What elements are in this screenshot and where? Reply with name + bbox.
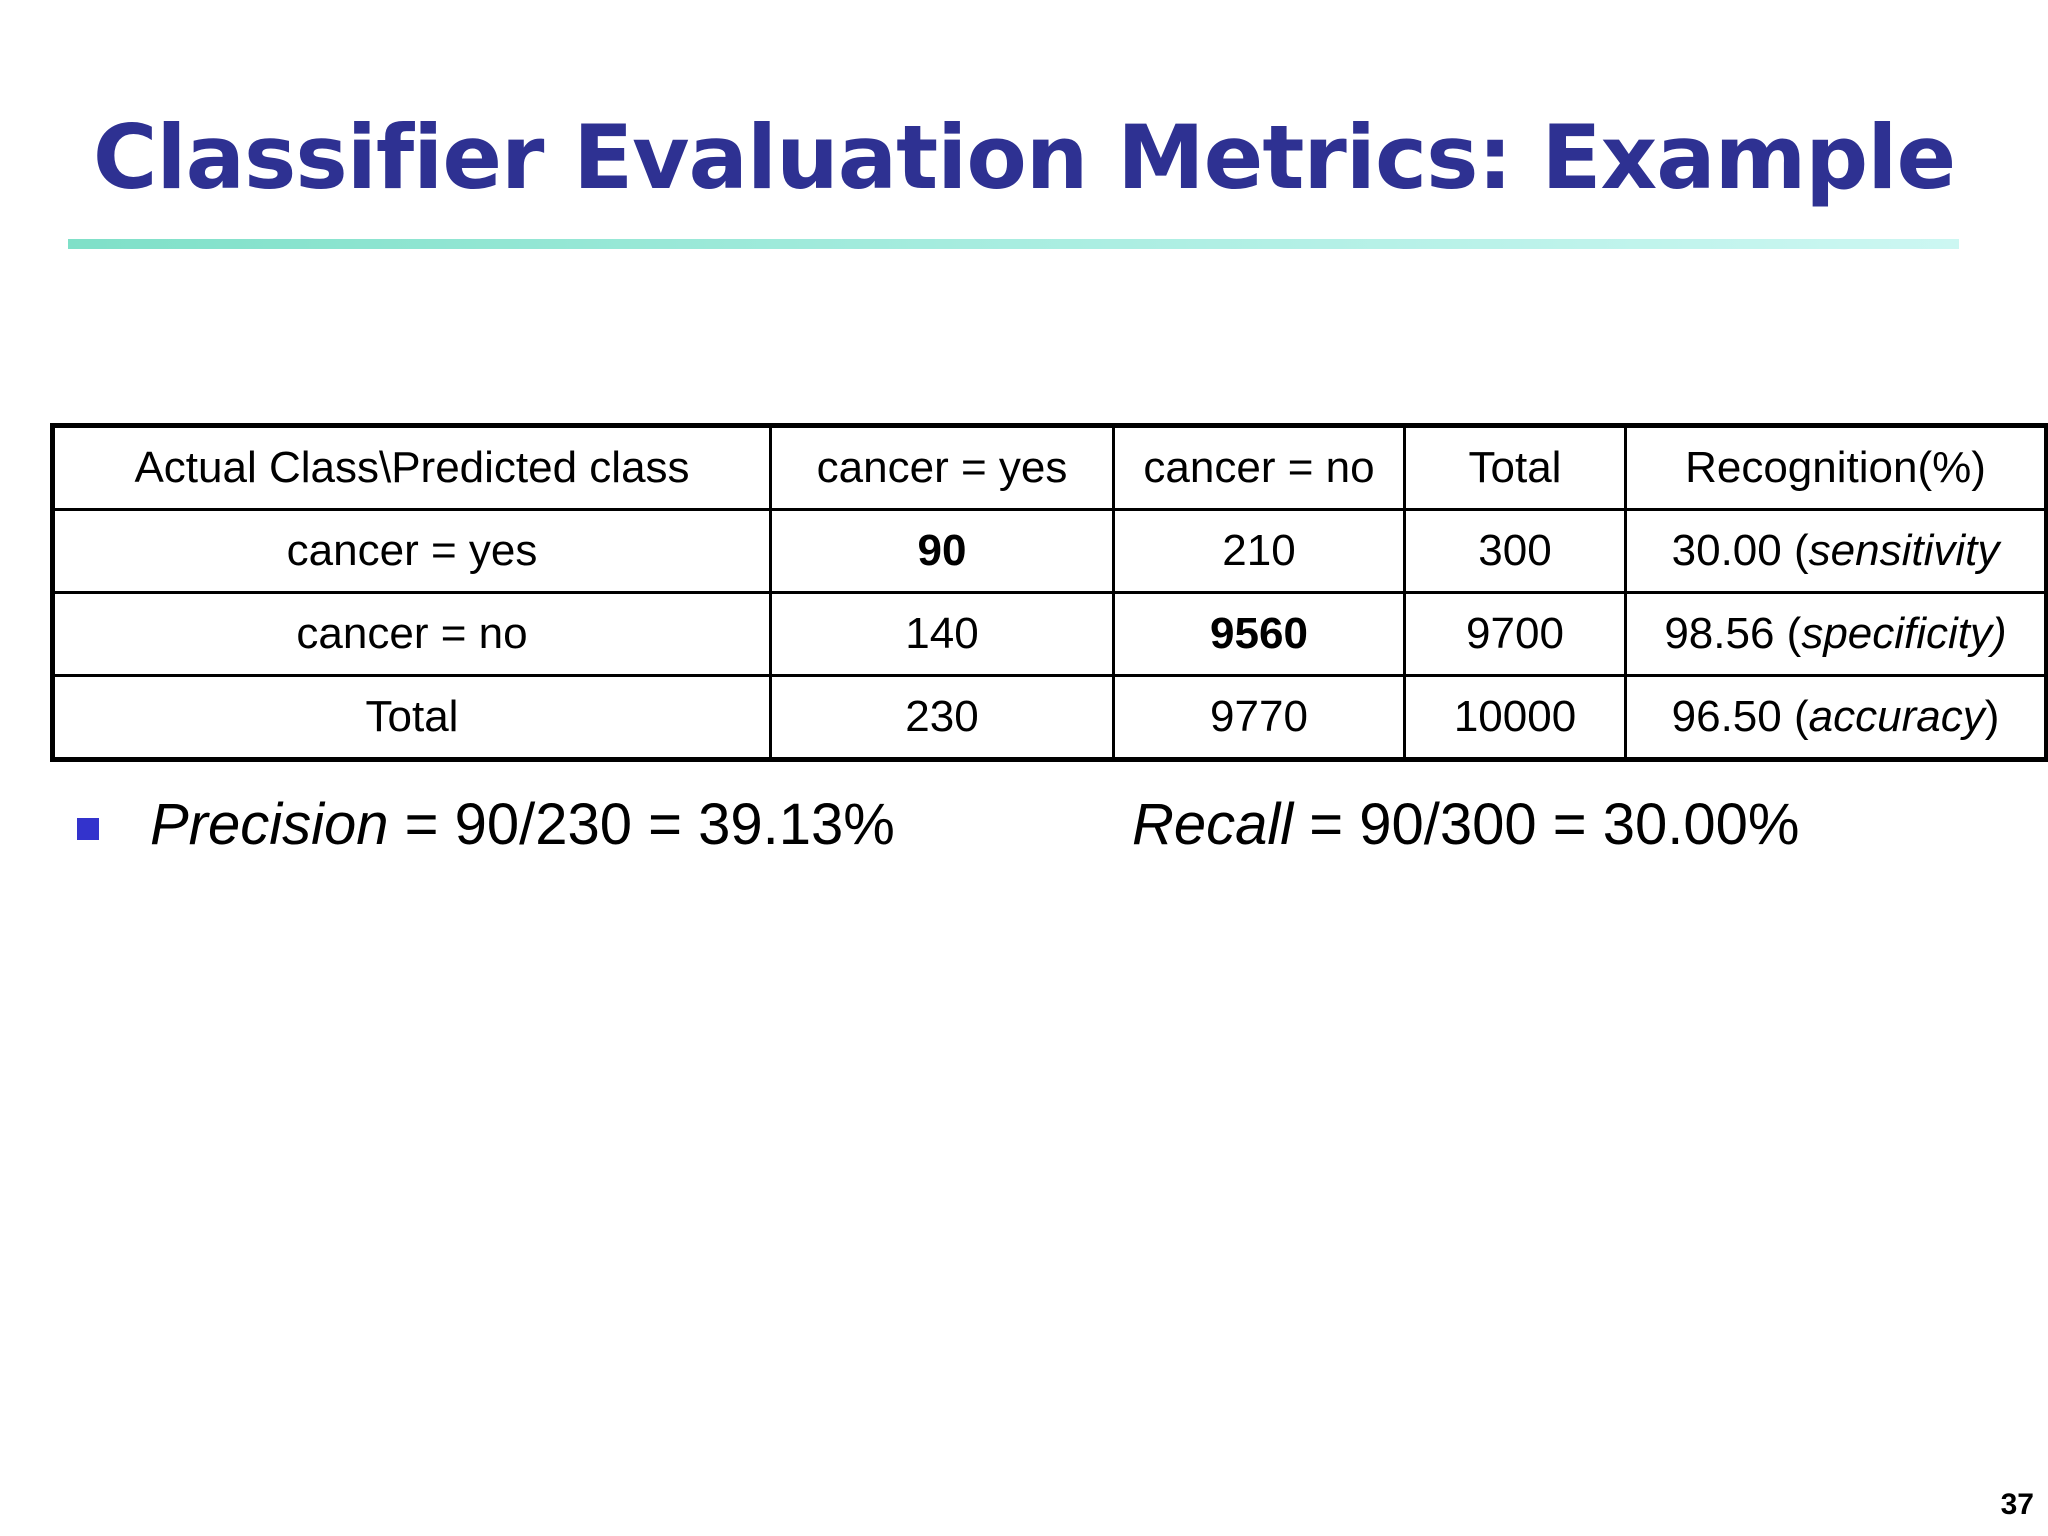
table-cell: 9770 [1112,674,1406,761]
recognition-note: specificity) [1801,609,2007,658]
confusion-matrix-table: Actual Class\Predicted class cancer = ye… [50,423,2048,762]
metrics-bullet: Precision = 90/230 = 39.13% Recall = 90/… [0,780,2048,870]
recognition-cell: 98.56 (specificity) [1624,591,2048,677]
slide-title: Classifier Evaluation Metrics: Example [92,106,1956,209]
header-cell: cancer = yes [769,424,1115,511]
recall-value: = 90/300 = 30.00% [1293,792,1800,857]
row-label: Total [51,674,772,761]
table-cell: 9700 [1403,591,1627,677]
page-number: 37 [2000,1488,2034,1521]
recognition-cell: 96.50 (accuracy) [1624,674,2048,761]
table-row: Total 230 9770 10000 96.50 (accuracy) [51,674,2048,761]
recognition-open: ( [1781,526,1809,575]
header-cell: Total [1403,424,1627,511]
recognition-close: ) [1984,692,2000,741]
recognition-note: accuracy [1808,692,1985,741]
table-cell: 140 [769,591,1115,677]
title-underline [68,239,1959,249]
recognition-cell: 30.00 (sensitivity [1624,508,2048,594]
header-cell: Recognition(%) [1624,424,2048,511]
recognition-open: ( [1774,609,1802,658]
recall-formula: Recall = 90/300 = 30.00% [1132,780,1799,870]
table-cell: 10000 [1403,674,1627,761]
recognition-value: 98.56 [1664,609,1775,658]
recognition-value: 96.50 [1671,692,1782,741]
true-negative-cell: 9560 [1112,591,1406,677]
true-positive-cell: 90 [769,508,1115,594]
table-cell: 210 [1112,508,1406,594]
square-bullet-icon [77,818,99,840]
recognition-note: sensitivity [1808,526,2000,575]
table-cell: 300 [1403,508,1627,594]
recognition-value: 30.00 [1671,526,1782,575]
recognition-open: ( [1781,692,1809,741]
precision-term: Precision [150,792,389,857]
header-cell: Actual Class\Predicted class [51,424,772,511]
table-cell: 230 [769,674,1115,761]
table-header-row: Actual Class\Predicted class cancer = ye… [51,424,2048,511]
recall-term: Recall [1132,792,1294,857]
precision-value: = 90/230 = 39.13% [388,792,895,857]
table-row: cancer = no 140 9560 9700 98.56 (specifi… [51,591,2048,677]
precision-formula: Precision = 90/230 = 39.13% [150,780,895,870]
row-label: cancer = yes [51,508,772,594]
header-cell: cancer = no [1112,424,1406,511]
table-row: cancer = yes 90 210 300 30.00 (sensitivi… [51,508,2048,594]
row-label: cancer = no [51,591,772,677]
